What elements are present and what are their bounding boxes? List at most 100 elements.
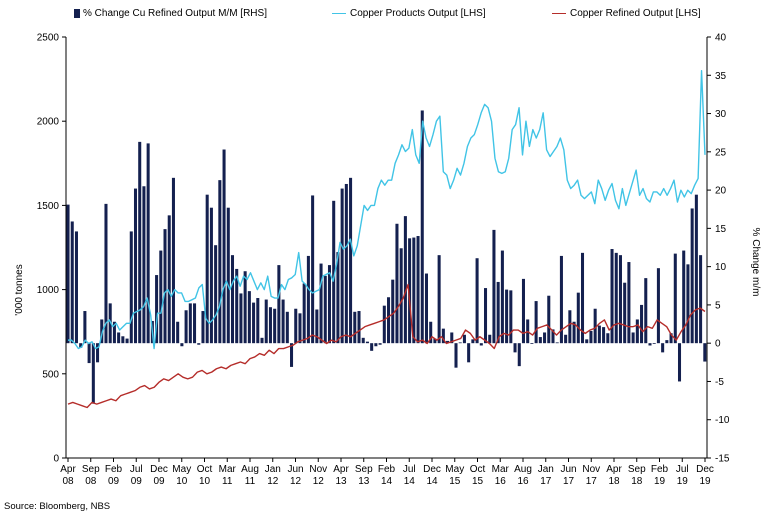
x-tick-month-label: May	[445, 464, 464, 475]
bar-pct-change	[610, 249, 614, 344]
x-tick-month-label: Jun	[287, 464, 303, 475]
legend-item-copper-refined: Copper Refined Output [LHS]	[552, 8, 701, 19]
bar-pct-change	[635, 319, 639, 344]
x-tick-month-label: Nov	[309, 464, 327, 475]
bar-pct-change	[315, 309, 319, 344]
y-tick-left-label: 2500	[37, 33, 60, 44]
x-tick-year-label: 13	[358, 476, 370, 487]
bar-pct-change	[205, 194, 209, 344]
bar-pct-change	[180, 343, 184, 347]
bar-pct-change	[627, 262, 631, 344]
x-tick-month-label: Feb	[651, 464, 669, 475]
bar-pct-change	[618, 255, 622, 344]
bar-pct-change	[138, 141, 142, 344]
x-tick-year-label: 14	[404, 476, 416, 487]
line-copper-refined	[67, 283, 706, 409]
bar-pct-change	[70, 221, 74, 344]
bar-pct-change	[690, 208, 694, 344]
x-tick-year-label: 11	[245, 476, 256, 487]
bar-pct-change	[142, 186, 146, 344]
bar-pct-change	[273, 308, 277, 344]
bar-pct-change	[171, 177, 175, 344]
x-tick-month-label: Oct	[197, 464, 213, 475]
bar-pct-change	[454, 343, 458, 368]
bar-pct-change	[399, 248, 403, 344]
x-tick-month-label: Dec	[423, 464, 441, 475]
bar-pct-change	[167, 215, 171, 344]
x-tick-year-label: 11	[222, 476, 233, 487]
bar-pct-change	[176, 321, 180, 344]
bar-pct-change	[551, 329, 555, 344]
x-tick-month-label: Sep	[355, 464, 373, 475]
x-tick-month-label: Dec	[696, 464, 714, 475]
bar-pct-change	[125, 338, 129, 344]
bar-pct-change	[593, 308, 597, 344]
bar-pct-change	[285, 311, 289, 344]
legend-label: Copper Products Output [LHS]	[350, 8, 486, 19]
y-tick-left-label: 2000	[37, 117, 60, 128]
bar-pct-change	[471, 339, 475, 344]
line-series	[67, 69, 706, 409]
bar-pct-change	[378, 343, 382, 345]
x-tick-year-label: 18	[608, 476, 620, 487]
bar-pct-change	[374, 343, 378, 347]
x-tick-month-label: May	[172, 464, 191, 475]
bar-pct-change	[656, 268, 660, 344]
x-tick-year-label: 08	[85, 476, 97, 487]
bar-pct-change	[462, 334, 466, 344]
y-tick-right-label: 30	[715, 109, 727, 120]
x-tick-year-label: 12	[290, 476, 302, 487]
bar-pct-change	[669, 333, 673, 344]
bar-pct-change	[555, 342, 559, 344]
bar-pct-change	[564, 334, 568, 344]
bar-pct-change	[437, 255, 441, 344]
y-tick-right-label: 15	[715, 224, 727, 235]
bar-pct-change	[353, 311, 357, 344]
x-tick-month-label: Jul	[676, 464, 689, 475]
x-tick-month-label: Apr	[606, 464, 622, 475]
bar-pct-change	[572, 321, 576, 344]
bar-pct-change	[306, 255, 310, 344]
bar-pct-change	[87, 343, 91, 364]
x-tick-year-label: 16	[495, 476, 507, 487]
bar-pct-change	[479, 343, 483, 346]
bar-pct-change	[534, 301, 538, 344]
bar-pct-change	[387, 297, 391, 344]
y-tick-left-label: 1500	[37, 201, 60, 212]
bar-pct-change	[83, 311, 87, 344]
bar-pct-change	[530, 343, 534, 344]
x-tick-month-label: Jun	[560, 464, 576, 475]
x-tick-year-label: 10	[199, 476, 211, 487]
bar-pct-change	[281, 299, 285, 344]
bar-pct-change	[458, 342, 462, 344]
bar-pct-change	[66, 204, 70, 344]
bar-pct-change	[197, 343, 201, 345]
bar-pct-change	[446, 340, 450, 344]
bar-pct-change	[239, 293, 243, 344]
x-tick-month-label: Jul	[130, 464, 143, 475]
bar-pct-change	[644, 278, 648, 344]
bar-pct-change	[492, 229, 496, 344]
bar-pct-change	[319, 263, 323, 344]
y-tick-left-label: 500	[42, 369, 59, 380]
x-tick-year-label: 12	[313, 476, 325, 487]
bar-pct-change	[264, 299, 268, 344]
y-tick-right-label: 20	[715, 186, 727, 197]
bar-pct-change	[475, 258, 479, 344]
bar-pct-change	[108, 303, 112, 344]
bar-pct-change	[429, 321, 433, 344]
bar-pct-change	[96, 343, 100, 363]
bar-pct-change	[100, 319, 104, 344]
x-tick-year-label: 19	[699, 476, 711, 487]
x-tick-month-label: Feb	[105, 464, 123, 475]
bar-pct-change	[256, 298, 260, 344]
x-tick-month-label: Mar	[492, 464, 510, 475]
x-tick-month-label: Apr	[333, 464, 349, 475]
bar-pct-change	[416, 236, 420, 344]
bar-pct-change	[323, 275, 327, 344]
bar-pct-change	[260, 337, 264, 344]
bar-pct-change	[673, 253, 677, 344]
bar-pct-change	[214, 245, 218, 344]
bar-pct-change	[559, 255, 563, 344]
x-tick-month-label: Mar	[219, 464, 237, 475]
